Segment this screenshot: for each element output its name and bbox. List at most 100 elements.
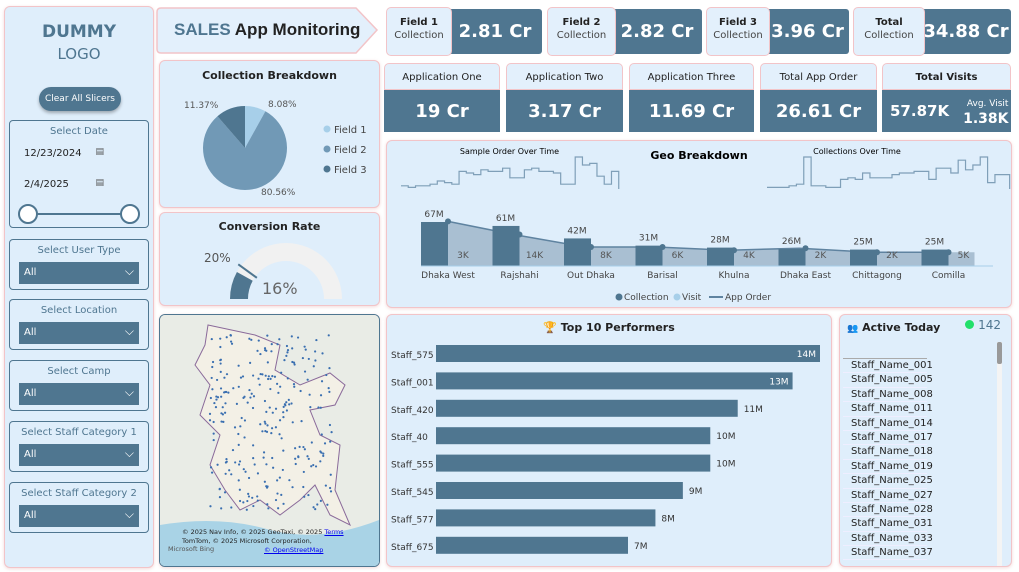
legend-item[interactable]: App Order bbox=[725, 293, 771, 303]
map-point bbox=[320, 380, 324, 383]
performer-bar[interactable] bbox=[436, 345, 820, 362]
pie-slice-field-2[interactable] bbox=[203, 111, 287, 191]
clear-all-slicers-button[interactable]: Clear All Slicers bbox=[39, 87, 121, 111]
map-point bbox=[256, 495, 259, 498]
legend-marker bbox=[673, 293, 681, 301]
chevron-down-icon: ⌵ bbox=[124, 264, 134, 278]
list-item[interactable]: Staff_Name_014 bbox=[843, 417, 933, 431]
map-point bbox=[240, 416, 243, 420]
bar-value-label: 11M bbox=[744, 405, 763, 415]
online-status-dot bbox=[965, 320, 975, 329]
list-item[interactable]: Staff_Name_031 bbox=[843, 517, 933, 532]
collection-label: 25M bbox=[925, 238, 944, 248]
map-bangladesh[interactable] bbox=[160, 315, 379, 566]
slider-start-handle[interactable] bbox=[18, 204, 38, 224]
performer-bar[interactable] bbox=[436, 482, 683, 499]
map-point bbox=[312, 365, 315, 368]
date-range-slider[interactable] bbox=[28, 213, 128, 215]
collection-bar[interactable] bbox=[421, 222, 448, 266]
performer-bar[interactable] bbox=[436, 399, 738, 417]
map-point bbox=[277, 507, 280, 510]
performer-bar[interactable] bbox=[436, 372, 793, 390]
map-point bbox=[328, 423, 332, 427]
map-panel[interactable]: © 2025 Nav Info, © 2025 GeoTaxi, © 2025 … bbox=[159, 314, 380, 567]
list-item[interactable]: Staff_Name_037 bbox=[843, 546, 933, 561]
map-point bbox=[270, 343, 273, 346]
map-point bbox=[247, 492, 250, 495]
collection-bar[interactable] bbox=[921, 249, 949, 266]
map-point bbox=[285, 354, 288, 357]
start-date-input[interactable]: 12/23/2024 ▤ bbox=[24, 147, 104, 159]
active-staff-list[interactable]: Staff_Name_001 Staff_Name_005 Staff_Name_0… bbox=[843, 359, 933, 561]
list-item[interactable]: Staff_Name_001 bbox=[843, 359, 933, 374]
collection-bar[interactable] bbox=[707, 247, 734, 266]
map-point bbox=[222, 391, 226, 394]
legend-item[interactable]: Field 2 bbox=[334, 145, 367, 156]
collection-bar[interactable] bbox=[850, 249, 877, 266]
kpi-label: Application Two bbox=[506, 63, 623, 90]
app-order-point[interactable] bbox=[731, 247, 737, 254]
list-item[interactable]: Staff_Name_018 bbox=[843, 445, 933, 460]
performer-bar[interactable] bbox=[436, 427, 711, 445]
map-point bbox=[288, 479, 291, 482]
staff-category-2-dropdown[interactable]: All ⌵ bbox=[19, 505, 139, 527]
collection-bar[interactable] bbox=[635, 245, 663, 266]
list-item[interactable]: Staff_Name_017 bbox=[843, 431, 933, 446]
list-item[interactable]: Staff_Name_008 bbox=[843, 388, 933, 403]
list-item[interactable]: Staff_Name_005 bbox=[843, 373, 933, 388]
map-point bbox=[319, 406, 322, 409]
app-order-point[interactable] bbox=[516, 231, 523, 238]
map-point bbox=[252, 457, 255, 460]
collection-bar[interactable] bbox=[778, 248, 806, 266]
pie-slice-field-3[interactable] bbox=[217, 106, 245, 148]
app-order-point[interactable] bbox=[945, 249, 952, 256]
app-order-point[interactable] bbox=[445, 218, 451, 225]
performer-bar[interactable] bbox=[436, 454, 711, 472]
collection-bar[interactable] bbox=[564, 238, 591, 266]
list-item[interactable]: Staff_Name_027 bbox=[843, 489, 933, 503]
list-item[interactable]: Staff_Name_011 bbox=[843, 402, 933, 417]
list-item[interactable]: Staff_Name_028 bbox=[843, 503, 933, 518]
app-order-point[interactable] bbox=[802, 245, 809, 252]
map-point bbox=[272, 466, 275, 469]
map-point bbox=[208, 419, 212, 422]
map-point bbox=[287, 398, 290, 401]
app-order-point[interactable] bbox=[588, 243, 594, 250]
end-date-input[interactable]: 2/4/2025 ▤ bbox=[24, 178, 104, 190]
map-point bbox=[293, 385, 296, 388]
app-order-point[interactable] bbox=[659, 243, 666, 250]
location-dropdown[interactable]: All ⌵ bbox=[19, 322, 139, 344]
category-label: Staff_577 bbox=[391, 515, 434, 525]
kpi-value-card: 3.96 Cr bbox=[766, 9, 849, 54]
slider-end-handle[interactable] bbox=[120, 204, 140, 224]
legend-item[interactable]: Collection bbox=[624, 293, 669, 303]
collection-bar[interactable] bbox=[492, 225, 520, 266]
pie-slice-field-1[interactable] bbox=[245, 106, 266, 148]
map-point bbox=[258, 383, 261, 386]
map-point bbox=[281, 468, 284, 472]
user-type-dropdown[interactable]: All ⌵ bbox=[19, 262, 139, 284]
map-point bbox=[285, 409, 289, 412]
legend-item[interactable]: Field 1 bbox=[334, 125, 367, 136]
terms-link[interactable]: Terms bbox=[324, 528, 344, 536]
map-point bbox=[293, 363, 296, 366]
map-point bbox=[302, 470, 305, 474]
calendar-icon[interactable]: ▤ bbox=[95, 178, 104, 188]
performer-bar[interactable] bbox=[436, 536, 628, 554]
map-point bbox=[220, 420, 223, 423]
list-item[interactable]: Staff_Name_033 bbox=[843, 532, 933, 547]
app-order-point[interactable] bbox=[874, 249, 880, 256]
openstreetmap-link[interactable]: © OpenStreetMap bbox=[264, 546, 324, 554]
legend-item[interactable]: Field 3 bbox=[334, 165, 367, 176]
map-point bbox=[248, 337, 251, 340]
map-point bbox=[238, 499, 242, 503]
calendar-icon[interactable]: ▤ bbox=[95, 147, 104, 157]
list-item[interactable]: Staff_Name_019 bbox=[843, 460, 933, 475]
visit-label: 3K bbox=[457, 251, 470, 261]
performer-bar[interactable] bbox=[436, 509, 656, 527]
camp-dropdown[interactable]: All ⌵ bbox=[19, 383, 139, 405]
legend-item[interactable]: Visit bbox=[682, 293, 702, 303]
list-scrollbar[interactable] bbox=[997, 342, 1002, 566]
staff-category-1-dropdown[interactable]: All ⌵ bbox=[19, 444, 139, 466]
list-item[interactable]: Staff_Name_025 bbox=[843, 474, 933, 489]
